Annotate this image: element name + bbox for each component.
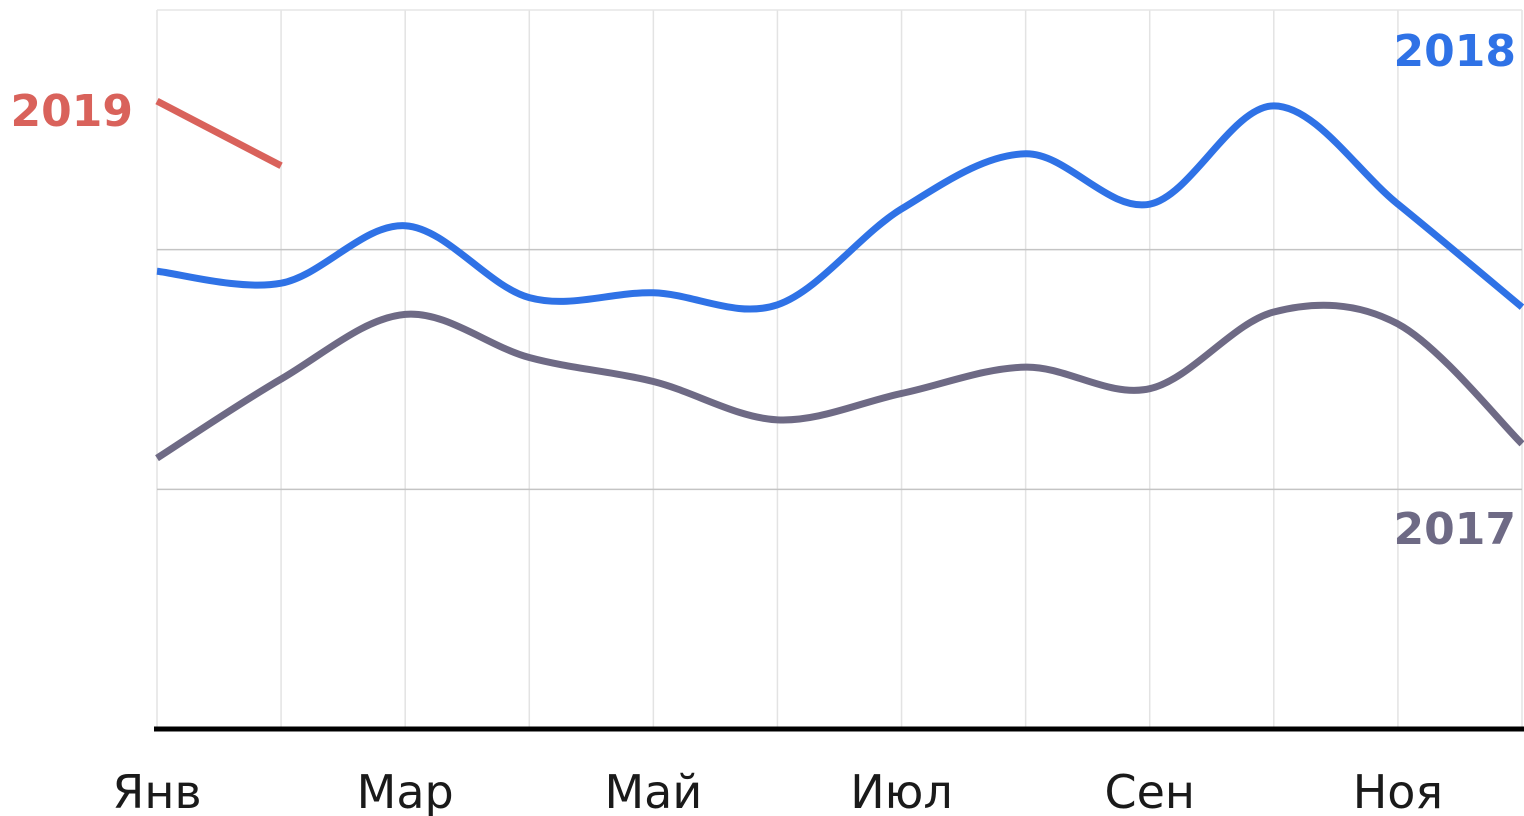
- x-tick-label: Сен: [1104, 765, 1195, 816]
- series-label-2019: 2019: [11, 86, 133, 137]
- vertical-gridlines: [156, 10, 1523, 729]
- series-label-2018: 2018: [1394, 26, 1516, 77]
- x-tick-label: Мар: [357, 765, 454, 816]
- series-label-2017: 2017: [1394, 504, 1516, 555]
- series-line-2018: [156, 102, 1524, 313]
- x-tick-label: Янв: [112, 765, 201, 816]
- horizontal-gridlines: [157, 9, 1522, 491]
- series-line-2019: [155, 97, 283, 169]
- series-lines: [155, 97, 1524, 462]
- series-labels: 2017 2018 2019: [11, 26, 1516, 555]
- x-tick-label: Ноя: [1353, 765, 1443, 816]
- x-tick-labels: Янв Мар Май Июл Сен Ноя: [112, 765, 1443, 816]
- x-tick-label: Май: [604, 765, 702, 816]
- x-tick-label: Июл: [850, 765, 953, 816]
- series-line-2017: [155, 301, 1524, 462]
